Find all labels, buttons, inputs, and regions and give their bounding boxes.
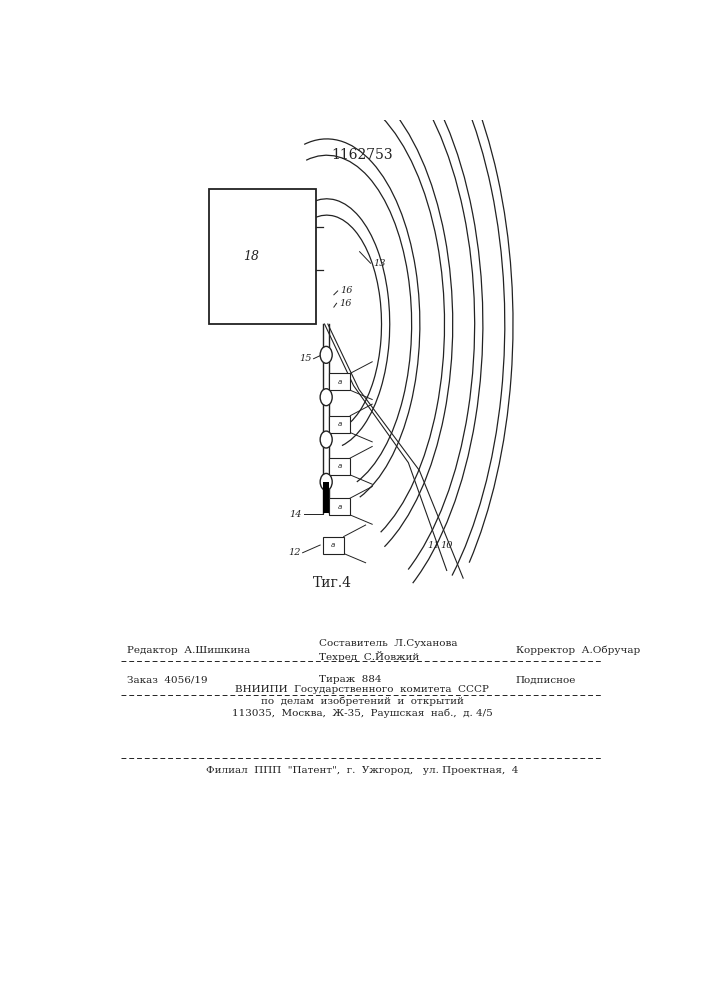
Text: 16: 16: [341, 286, 353, 295]
Ellipse shape: [320, 389, 332, 406]
Text: 16: 16: [339, 299, 352, 308]
Text: Техред  С.Йовжий: Техред С.Йовжий: [319, 651, 419, 662]
Text: 13: 13: [373, 259, 386, 268]
Text: 1162753: 1162753: [332, 148, 393, 162]
Text: 14: 14: [290, 510, 302, 519]
Text: 10: 10: [440, 541, 453, 550]
Bar: [329, 458, 350, 475]
Text: a: a: [331, 542, 335, 548]
Bar: [329, 373, 350, 390]
Text: Подписное: Подписное: [516, 675, 576, 684]
Bar: [329, 498, 350, 515]
Text: 12: 12: [288, 548, 301, 557]
Text: Заказ  4056/19: Заказ 4056/19: [127, 675, 207, 684]
Text: ВНИИПИ  Государственного  комитета  СССР: ВНИИПИ Государственного комитета СССР: [235, 685, 489, 694]
Text: a: a: [338, 379, 342, 385]
Bar: [329, 416, 350, 433]
Text: Тираж  884: Тираж 884: [319, 675, 381, 684]
Text: 113035,  Москва,  Ж-35,  Раушская  наб.,  д. 4/5: 113035, Москва, Ж-35, Раушская наб., д. …: [232, 708, 493, 718]
Text: Корректор  А.Обручар: Корректор А.Обручар: [516, 646, 640, 655]
Bar: [209, 189, 316, 324]
Text: по  делам  изобретений  и  открытий: по делам изобретений и открытий: [261, 697, 464, 706]
Text: a: a: [338, 504, 342, 510]
Bar: [323, 482, 329, 513]
Text: Редактор  А.Шишкина: Редактор А.Шишкина: [127, 646, 250, 655]
Text: a: a: [338, 421, 342, 427]
Ellipse shape: [320, 346, 332, 363]
Bar: [323, 537, 344, 554]
Text: 11: 11: [427, 541, 440, 550]
Text: 15: 15: [300, 354, 312, 363]
Text: Τиг.4: Τиг.4: [312, 576, 351, 590]
Text: Филиал  ППП  "Патент",  г.  Ужгород,   ул. Проектная,  4: Филиал ППП "Патент", г. Ужгород, ул. Про…: [206, 766, 518, 775]
Text: Составитель  Л.Суханова: Составитель Л.Суханова: [319, 639, 457, 648]
Text: 18: 18: [243, 250, 259, 263]
Ellipse shape: [320, 473, 332, 490]
Ellipse shape: [320, 431, 332, 448]
Text: a: a: [338, 464, 342, 470]
